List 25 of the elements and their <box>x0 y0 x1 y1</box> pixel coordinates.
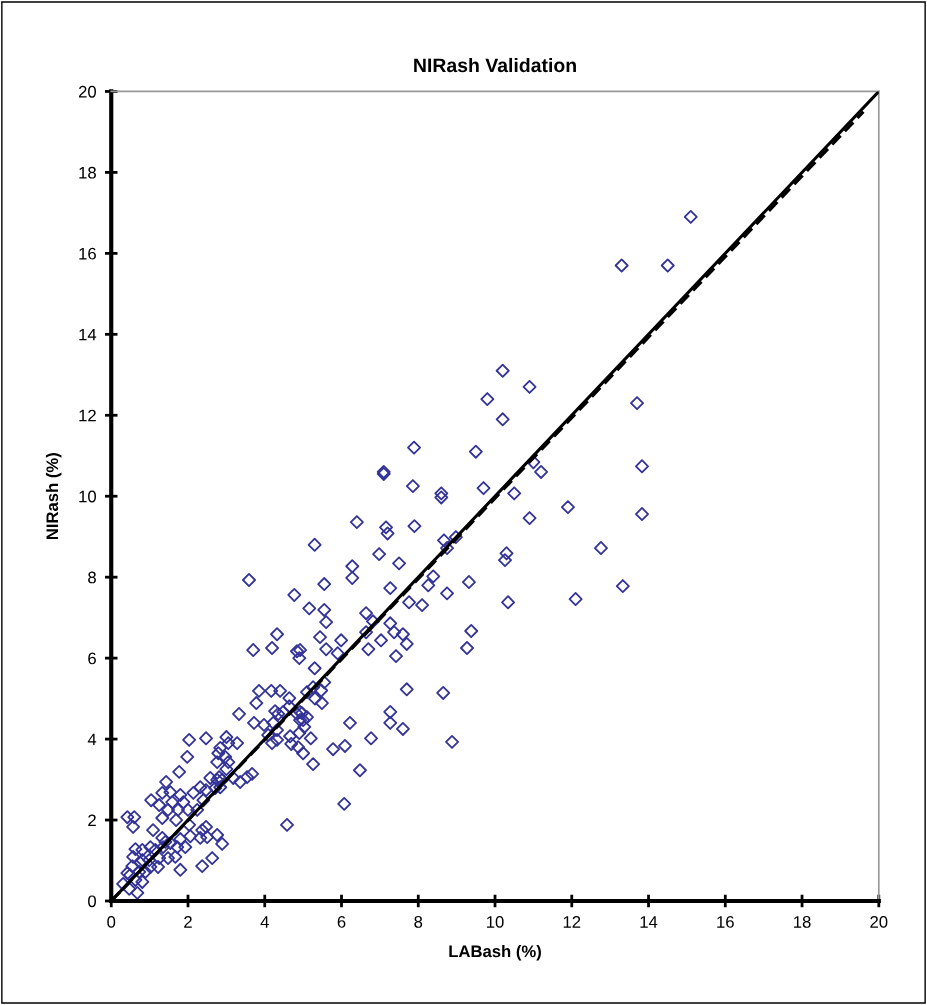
x-tick-label: 18 <box>794 916 811 928</box>
chart-title: NIRash Validation <box>414 57 576 73</box>
y-tick-label: 12 <box>79 409 96 422</box>
x-axis-title: LABash (%) <box>449 944 541 961</box>
y-tick-label: 18 <box>79 166 96 179</box>
x-tick-label: 16 <box>717 916 734 928</box>
x-tick-label: 12 <box>563 916 581 928</box>
x-tick-label: 20 <box>870 916 888 928</box>
x-tick-label: 14 <box>640 916 658 928</box>
y-tick-label: 4 <box>87 733 97 746</box>
y-tick-label: 20 <box>78 85 97 98</box>
y-tick-label: 10 <box>79 490 97 503</box>
x-tick-label: 10 <box>487 916 504 928</box>
y-tick-label: 0 <box>88 895 97 908</box>
y-tick-label: 16 <box>79 247 96 260</box>
x-tick-label: 2 <box>184 916 192 928</box>
y-tick-label: 6 <box>88 652 96 665</box>
x-tick-label: 4 <box>260 916 269 928</box>
y-tick-label: 14 <box>79 328 97 341</box>
y-axis-title: NIRash (%) <box>45 453 62 540</box>
x-tick-label: 6 <box>337 916 346 928</box>
x-tick-label: 0 <box>107 916 116 928</box>
y-tick-label: 2 <box>88 814 96 827</box>
x-tick-label: 8 <box>414 916 423 928</box>
y-tick-label: 8 <box>88 571 96 584</box>
